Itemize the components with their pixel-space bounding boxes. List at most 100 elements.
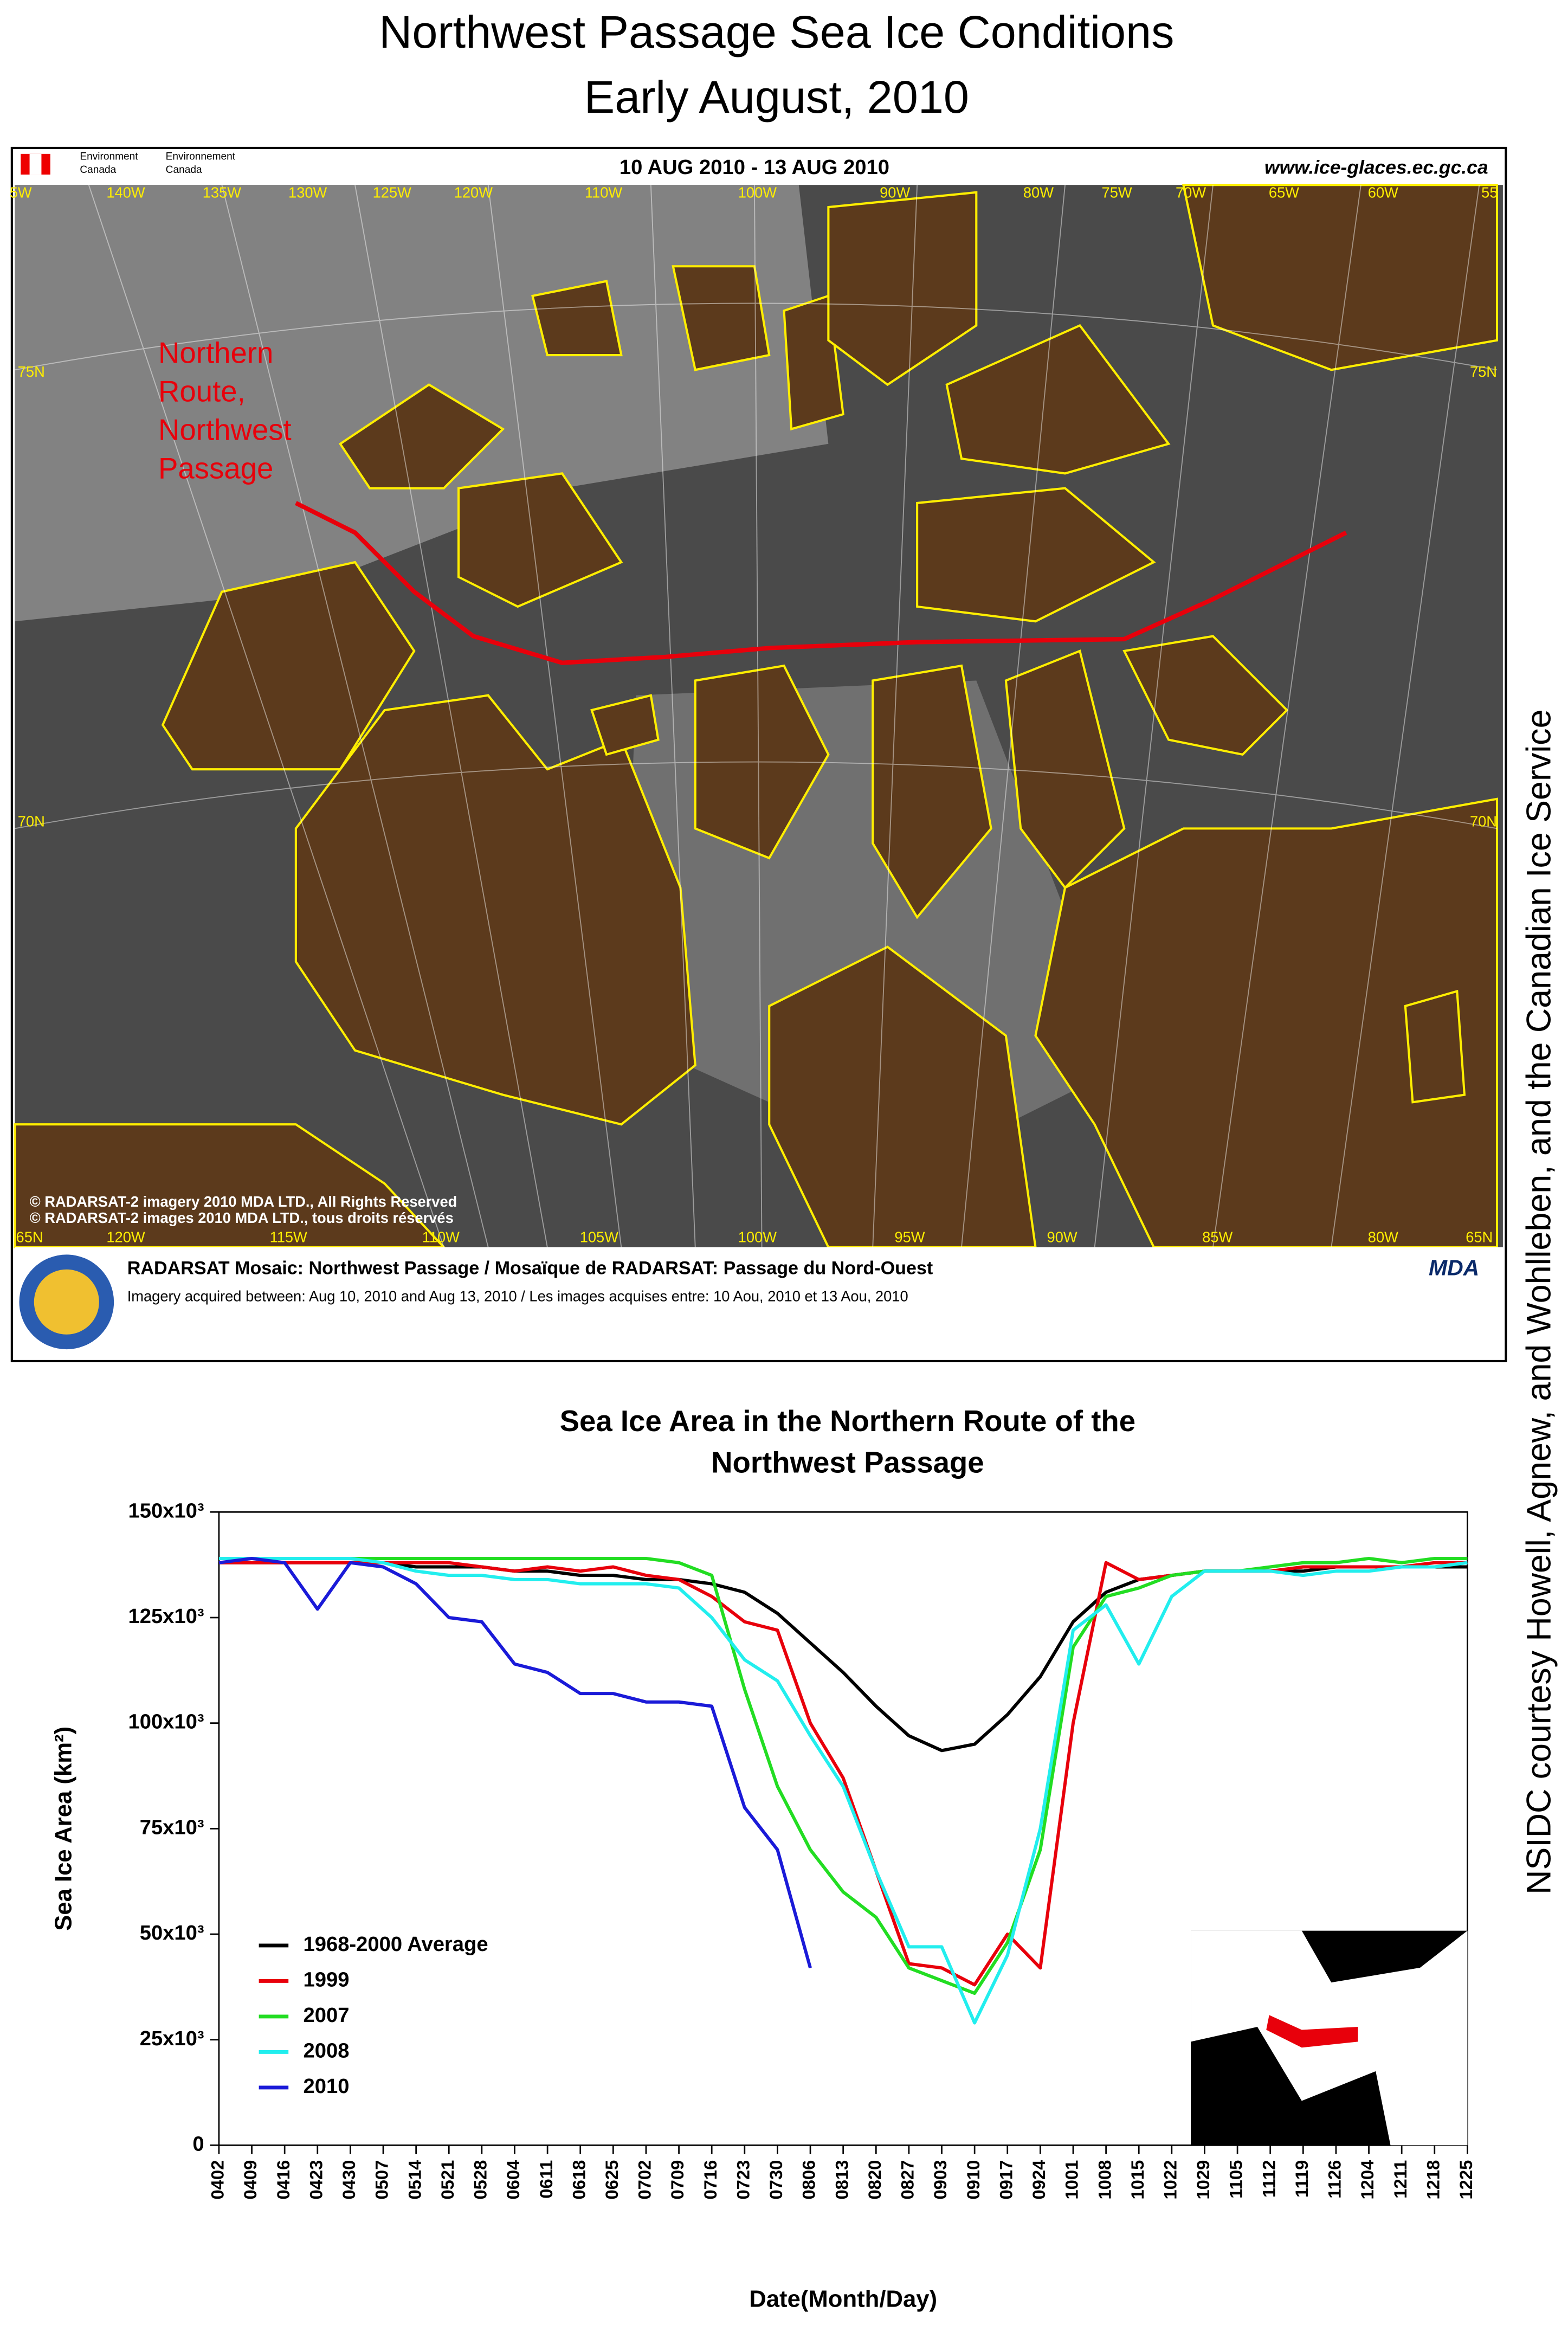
x-tick-label: 1008 — [1094, 2160, 1114, 2200]
footer-subtitle: Imagery acquired between: Aug 10, 2010 a… — [127, 1288, 908, 1305]
footer-title: RADARSAT Mosaic: Northwest Passage / Mos… — [127, 1258, 933, 1279]
series-line — [218, 1556, 1468, 2025]
x-tick-label: 0730 — [766, 2160, 786, 2200]
copyright: © RADARSAT-2 imagery 2010 MDA LTD., All … — [30, 1193, 457, 1210]
credit: NSIDC courtesy Howell, Agnew, and Wohlle… — [1520, 710, 1558, 1895]
x-tick-label: 1022 — [1160, 2160, 1180, 2200]
x-tick-label: 1029 — [1193, 2160, 1213, 2200]
legend-label: 2007 — [303, 2004, 349, 2027]
latitude-label: 70N — [1470, 813, 1497, 830]
longitude-label: 115W — [270, 1229, 307, 1246]
chart-area — [218, 1511, 1468, 2146]
x-tick-label: 0910 — [963, 2160, 983, 2200]
latitude-label: 70N — [18, 813, 45, 830]
map-footer — [15, 1247, 1503, 1358]
longitude-label: 60W — [1368, 184, 1398, 201]
longitude-label: 65W — [1269, 184, 1299, 201]
longitude-label: 105W — [580, 1229, 619, 1246]
x-tick-label: 1001 — [1062, 2160, 1082, 2200]
chart-title: Sea Ice Area in the Northern Route of th… — [560, 1405, 1135, 1438]
legend-label: 1968-2000 Average — [303, 1933, 488, 1956]
date-range: 10 AUG 2010 - 13 AUG 2010 — [620, 156, 889, 179]
longitude-label: 5W — [10, 184, 32, 201]
longitude-label: 110W — [585, 184, 622, 201]
land — [14, 184, 1499, 1248]
x-tick-label: 0507 — [372, 2160, 392, 2200]
logo-emblem — [34, 1269, 99, 1335]
longitude-label: 70W — [1176, 184, 1206, 201]
graticule — [15, 184, 1498, 1248]
x-tick-label: 0430 — [339, 2160, 359, 2200]
x-tick-label: 1119 — [1292, 2160, 1312, 2198]
route-label: Northern — [158, 336, 273, 369]
route — [295, 501, 1347, 665]
logo: MDA — [1429, 1255, 1479, 1280]
legend-label: 2008 — [303, 2039, 349, 2063]
inset-route — [1266, 2015, 1358, 2048]
x-tick-label: 0723 — [733, 2160, 753, 2200]
y-tick-label: 75x10³ — [140, 1815, 204, 1839]
x-tick-label: 0604 — [503, 2160, 523, 2200]
x-tick-label: 0521 — [437, 2160, 457, 2200]
longitude-label: 95W — [894, 1229, 925, 1246]
longitude-label: 85W — [1202, 1229, 1233, 1246]
x-tick-label: 0924 — [1029, 2160, 1049, 2200]
x-tick-label: 1225 — [1456, 2160, 1476, 2200]
longitude-label: 130W — [288, 184, 327, 201]
longitude-label: 55 — [1481, 184, 1498, 201]
longitude-label: 65N — [1466, 1229, 1493, 1246]
longitude-label: 100W — [738, 184, 777, 201]
longitude-label: 90W — [880, 184, 910, 201]
x-tick-label: 0716 — [700, 2160, 720, 2200]
x-tick-label: 0820 — [864, 2160, 885, 2200]
map-panel — [10, 146, 1507, 1362]
longitude-label: 135W — [203, 184, 242, 201]
x-tick-label: 0514 — [404, 2160, 424, 2200]
series-line — [218, 1556, 812, 1969]
copyright: © RADARSAT-2 images 2010 MDA LTD., tous … — [30, 1209, 454, 1226]
y-tick-label: 50x10³ — [140, 1921, 204, 1944]
longitude-label: 80W — [1023, 184, 1054, 201]
x-tick-label: 0709 — [667, 2160, 687, 2200]
x-tick-label: 0611 — [536, 2160, 556, 2199]
x-tick-label: 1112 — [1259, 2160, 1279, 2198]
x-tick-label: 1211 — [1390, 2160, 1410, 2199]
page-title: Northwest Passage Sea Ice Conditions — [379, 6, 1174, 57]
x-tick-label: 0618 — [569, 2160, 589, 2200]
longitude-label: 110W — [422, 1229, 460, 1246]
x-tick-label: 0416 — [273, 2160, 293, 2200]
y-tick-label: 100x10³ — [128, 1710, 204, 1734]
route-label: Route, — [158, 375, 246, 408]
flag — [29, 153, 42, 175]
y-axis-label: Sea Ice Area (km²) — [50, 1727, 77, 1931]
x-tick-label: 0528 — [470, 2160, 491, 2200]
route-label: Passage — [158, 452, 273, 485]
x-tick-label: 0702 — [635, 2160, 655, 2200]
x-tick-label: 0917 — [996, 2160, 1016, 2200]
y-tick-label: 25x10³ — [140, 2027, 204, 2050]
agency: Environnement — [166, 151, 236, 162]
page-title: Early August, 2010 — [584, 71, 969, 123]
latitude-label: 75N — [1470, 363, 1497, 380]
x-tick-label: 0625 — [602, 2160, 622, 2200]
x-tick-label: 1218 — [1423, 2160, 1443, 2200]
x-tick-label: 1105 — [1226, 2160, 1246, 2199]
legend-label: 2010 — [303, 2075, 349, 2098]
longitude-label: 120W — [106, 1229, 145, 1246]
longitude-label: 120W — [454, 184, 493, 201]
chart-title: Northwest Passage — [711, 1446, 984, 1479]
longitude-label: 65N — [16, 1229, 43, 1246]
longitude-label: 80W — [1368, 1229, 1398, 1246]
x-tick-label: 0423 — [306, 2160, 326, 2200]
x-tick-label: 0827 — [898, 2160, 918, 2200]
legend-label: 1999 — [303, 1968, 349, 1992]
latitude-label: 75N — [18, 363, 45, 380]
agency: Canada — [80, 164, 116, 176]
longitude-label: 90W — [1047, 1229, 1077, 1246]
x-tick-label: 1015 — [1127, 2160, 1147, 2200]
route-label: Northwest — [158, 413, 292, 446]
longitude-label: 140W — [106, 184, 145, 201]
x-tick-label: 0813 — [831, 2160, 851, 2200]
x-tick-label: 1126 — [1325, 2160, 1345, 2199]
x-tick-label: 1204 — [1357, 2160, 1377, 2200]
